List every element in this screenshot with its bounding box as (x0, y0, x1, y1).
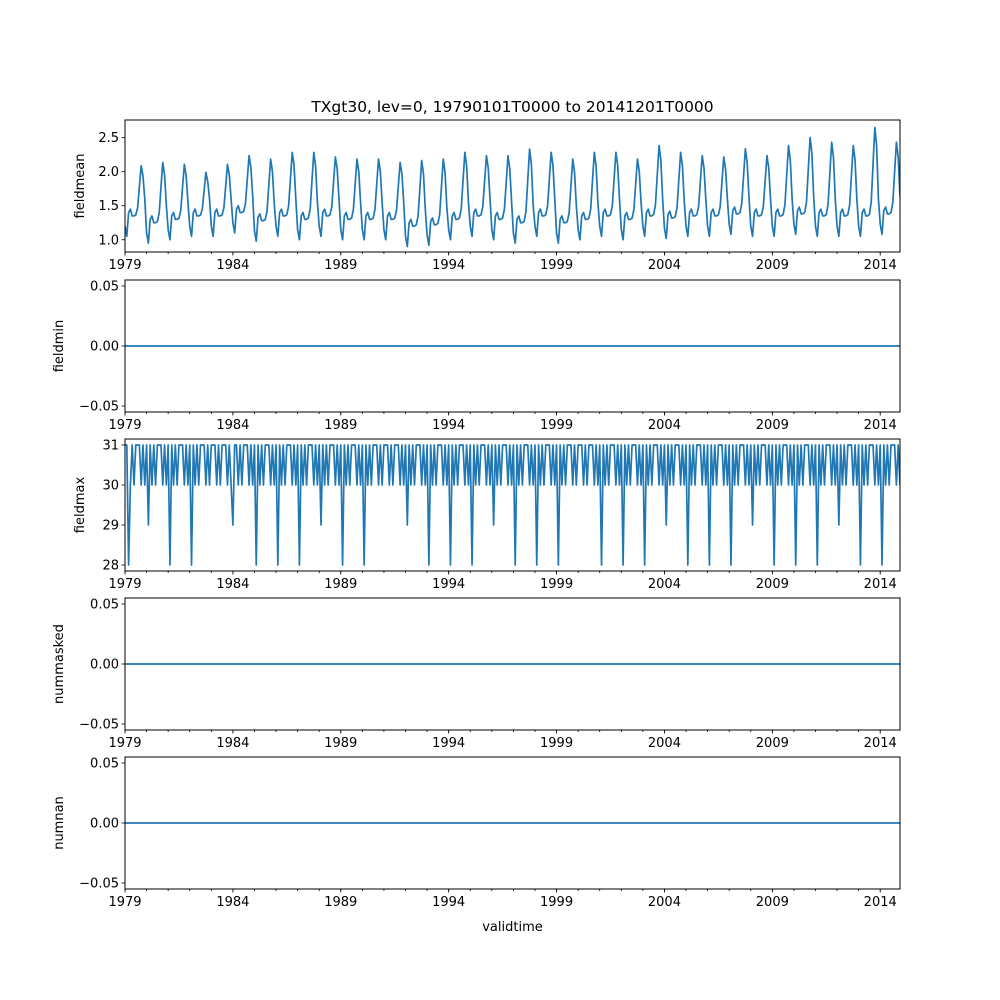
x-tick-label: 1989 (324, 736, 357, 751)
panel-fieldmin: −0.05 0.00 0.05 1979 1984 1989 1994 1999 2004 200… (52, 279, 901, 433)
y-tick-label: 31 (102, 439, 119, 454)
y-tick-label: 1.0 (98, 233, 119, 248)
y-tick-label: 2.0 (98, 165, 119, 180)
x-tick-label: 2014 (864, 577, 897, 592)
x-tick-label: 2009 (756, 418, 789, 433)
chart-title: TXgt30, lev=0, 19790101T0000 to 20141201… (310, 98, 713, 116)
x-tick-label: 1979 (108, 577, 141, 592)
y-axis-label-fieldmean: fieldmean (73, 154, 88, 219)
series-line-fieldmean (125, 126, 900, 248)
x-tick-label: 2009 (756, 736, 789, 751)
x-tick-label: 2014 (864, 418, 897, 433)
x-tick-label: 2009 (756, 577, 789, 592)
x-tick-label: 1984 (216, 895, 249, 910)
y-tick-label: 0.00 (90, 340, 119, 355)
x-tick-label: 2009 (756, 895, 789, 910)
x-tick-label: 1994 (432, 418, 465, 433)
x-tick-label: 1979 (108, 895, 141, 910)
x-tick-label: 2009 (756, 258, 789, 273)
y-tick-label: 0.00 (90, 817, 119, 832)
x-tick-label: 2014 (864, 258, 897, 273)
x-tick-label: 1984 (216, 258, 249, 273)
x-tick-label: 1994 (432, 258, 465, 273)
x-tick-label: 1979 (108, 736, 141, 751)
y-tick-label: 29 (102, 519, 119, 534)
panel-fieldmean: 1.0 1.5 2.0 2.5 1979 1984 1989 1994 1999 2004 2009… (73, 119, 901, 273)
panel-fieldmax: 28 29 30 31 1979 1984 1989 1994 1999 2004 2009 2014… (73, 438, 901, 592)
x-tick-label: 2004 (648, 736, 681, 751)
x-tick-label: 2004 (648, 418, 681, 433)
x-tick-label: 1999 (540, 895, 573, 910)
y-tick-label: 30 (102, 479, 119, 494)
panels: 1.0 1.5 2.0 2.5 1979 1984 1989 1994 1999 2004 2009… (52, 119, 901, 910)
y-tick-label: −0.05 (79, 718, 119, 733)
x-tick-label: 1994 (432, 895, 465, 910)
y-tick-label: 0.05 (90, 598, 119, 613)
y-tick-label: 2.5 (98, 131, 119, 146)
x-tick-label: 1999 (540, 418, 573, 433)
y-axis-label-numnan: numnan (52, 796, 67, 850)
x-tick-label: 1979 (108, 258, 141, 273)
x-tick-label: 2004 (648, 895, 681, 910)
y-tick-label: −0.05 (79, 400, 119, 415)
y-tick-label: 1.5 (98, 199, 119, 214)
plot-frame-fieldmax (124, 438, 901, 572)
x-tick-label: 1979 (108, 418, 141, 433)
y-tick-label: 0.05 (90, 280, 119, 295)
x-tick-label: 1984 (216, 418, 249, 433)
x-tick-label: 2004 (648, 577, 681, 592)
x-tick-label: 1989 (324, 258, 357, 273)
x-tick-label: 1999 (540, 258, 573, 273)
y-tick-label: −0.05 (79, 877, 119, 892)
x-tick-label: 1994 (432, 577, 465, 592)
x-tick-label: 1999 (540, 736, 573, 751)
x-tick-label: 1989 (324, 577, 357, 592)
x-tick-label: 1994 (432, 736, 465, 751)
series-line-fieldmax (125, 444, 900, 566)
x-tick-label: 1984 (216, 577, 249, 592)
x-tick-label: 1999 (540, 577, 573, 592)
y-axis-label-fieldmin: fieldmin (52, 320, 67, 373)
y-tick-label: 0.05 (90, 757, 119, 772)
plot-frame-fieldmean (124, 119, 901, 253)
y-tick-label: 28 (102, 559, 119, 574)
x-tick-label: 1984 (216, 736, 249, 751)
y-axis-label-fieldmax: fieldmax (73, 477, 88, 534)
y-axis-label-nummasked: nummasked (52, 624, 67, 704)
x-tick-label: 2004 (648, 258, 681, 273)
panel-nummasked: −0.05 0.00 0.05 1979 1984 1989 1994 1999 2004 200… (52, 597, 901, 751)
x-tick-label: 2014 (864, 895, 897, 910)
x-axis-label: validtime (482, 920, 543, 935)
x-tick-label: 1989 (324, 895, 357, 910)
y-tick-label: 0.00 (90, 658, 119, 673)
panel-numnan: −0.05 0.00 0.05 1979 1984 1989 1994 1999 2004 200… (52, 756, 901, 910)
x-tick-label: 1989 (324, 418, 357, 433)
x-tick-label: 2014 (864, 736, 897, 751)
